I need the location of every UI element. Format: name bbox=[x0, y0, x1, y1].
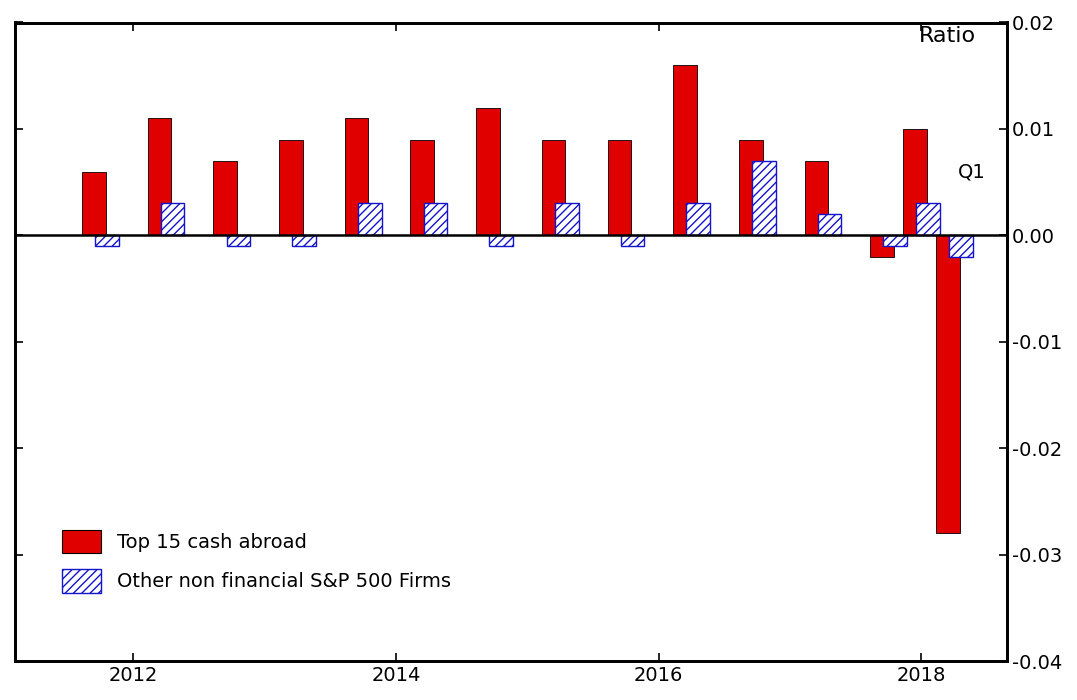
Text: Ratio: Ratio bbox=[919, 25, 977, 46]
Bar bbox=[904, 129, 926, 235]
Bar bbox=[213, 161, 237, 235]
Bar bbox=[489, 235, 513, 246]
Bar bbox=[607, 139, 631, 235]
Bar bbox=[555, 204, 578, 235]
Bar bbox=[805, 161, 828, 235]
Bar bbox=[883, 235, 907, 246]
Bar bbox=[358, 204, 381, 235]
Bar bbox=[160, 204, 184, 235]
Bar bbox=[345, 118, 368, 235]
Bar bbox=[949, 235, 973, 257]
Bar bbox=[686, 204, 710, 235]
Legend: Top 15 cash abroad, Other non financial S&P 500 Firms: Top 15 cash abroad, Other non financial … bbox=[55, 522, 459, 601]
Bar bbox=[870, 235, 894, 257]
Bar bbox=[817, 214, 841, 235]
Bar bbox=[95, 235, 118, 246]
Bar bbox=[279, 139, 303, 235]
Bar bbox=[82, 172, 106, 235]
Bar bbox=[226, 235, 250, 246]
Bar bbox=[423, 204, 447, 235]
Bar bbox=[917, 204, 940, 235]
Bar bbox=[292, 235, 316, 246]
Bar bbox=[148, 118, 171, 235]
Bar bbox=[620, 235, 644, 246]
Bar bbox=[476, 108, 500, 235]
Bar bbox=[410, 139, 434, 235]
Bar bbox=[739, 139, 763, 235]
Bar bbox=[542, 139, 565, 235]
Bar bbox=[673, 65, 697, 235]
Bar bbox=[752, 161, 775, 235]
Text: Q1: Q1 bbox=[959, 162, 987, 181]
Bar bbox=[936, 235, 960, 533]
